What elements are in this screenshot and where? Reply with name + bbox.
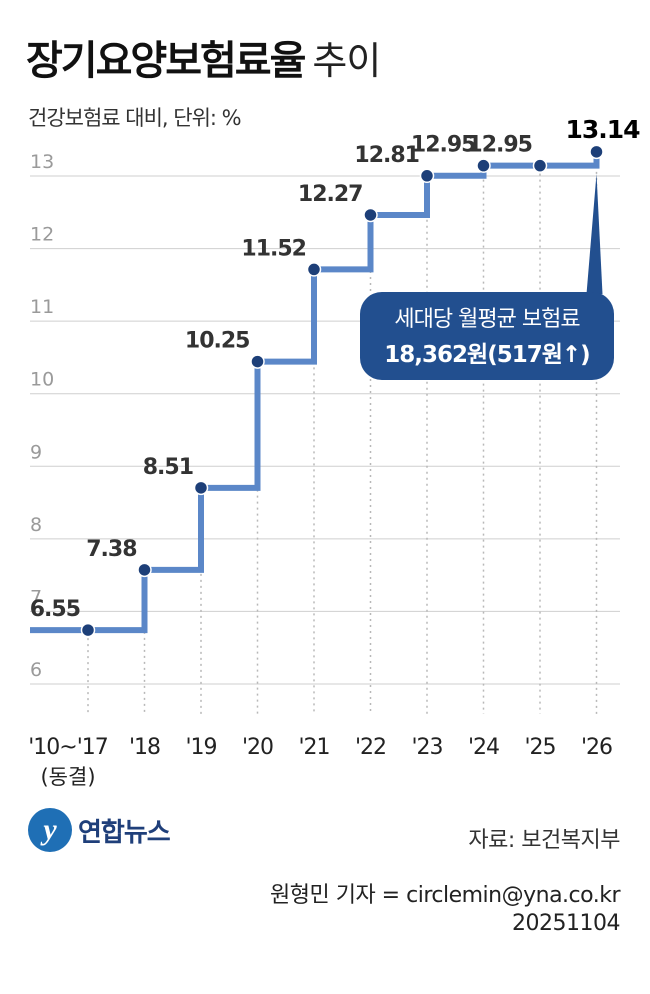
data-point bbox=[589, 144, 604, 160]
x-tick-label: '21 bbox=[298, 735, 329, 760]
data-label: 12.95 bbox=[467, 133, 532, 158]
data-label: 12.95 bbox=[411, 133, 476, 158]
x-tick-label: '18 bbox=[129, 735, 160, 760]
yonhap-logo-text: 연합뉴스 bbox=[78, 817, 171, 848]
data-label: 11.52 bbox=[241, 236, 306, 261]
data-point bbox=[193, 480, 209, 496]
y-tick-label: 8 bbox=[30, 514, 42, 536]
callout-line2: 18,362원(517원↑) bbox=[384, 342, 589, 368]
data-point bbox=[476, 158, 491, 173]
data-label: 12.27 bbox=[298, 182, 363, 207]
y-tick-label: 13 bbox=[30, 151, 54, 173]
title-suffix: 추이 bbox=[312, 39, 381, 83]
y-tick-label: 6 bbox=[30, 659, 42, 681]
data-point bbox=[80, 622, 96, 638]
source-text: 자료: 보건복지부 bbox=[468, 828, 620, 853]
chart-subtitle: 건강보험료 대비, 단위: % bbox=[28, 106, 242, 130]
x-tick-label: '26 bbox=[581, 735, 612, 760]
chart-title: 장기요양보험료율 추이 bbox=[26, 28, 381, 86]
data-point bbox=[306, 262, 322, 277]
x-tick-label: '22 bbox=[355, 735, 386, 760]
x-tick-label: '20 bbox=[242, 735, 273, 760]
callout-line1: 세대당 월평균 보험료 bbox=[394, 307, 580, 332]
series-line bbox=[30, 151, 600, 634]
reporter-credit: 원형민 기자 = circlemin@yna.co.kr bbox=[270, 883, 621, 908]
data-point bbox=[137, 562, 152, 578]
x-tick-label: '24 bbox=[468, 735, 499, 760]
data-label: 7.38 bbox=[86, 537, 136, 562]
data-label: 6.55 bbox=[30, 597, 80, 622]
title-main: 장기요양보험료율 bbox=[26, 38, 306, 84]
data-label: 13.14 bbox=[565, 115, 640, 144]
yonhap-logo: y 연합뉴스 bbox=[28, 808, 171, 852]
data-point bbox=[419, 168, 435, 184]
y-tick-label: 7 bbox=[30, 586, 42, 608]
data-label: 8.51 bbox=[143, 455, 193, 480]
x-tick-sublabel: (동결) bbox=[40, 765, 95, 789]
data-point bbox=[250, 354, 265, 369]
y-tick-label: 11 bbox=[30, 296, 54, 318]
x-tick-label: '23 bbox=[411, 735, 442, 760]
data-point bbox=[532, 158, 548, 173]
x-tick-label: '19 bbox=[185, 735, 216, 760]
x-tick-label: '25 bbox=[524, 735, 555, 760]
y-tick-label: 10 bbox=[30, 369, 54, 391]
y-tick-label: 12 bbox=[30, 224, 54, 246]
y-tick-label: 9 bbox=[30, 441, 42, 463]
data-label: 10.25 bbox=[185, 329, 250, 354]
data-point bbox=[363, 207, 378, 223]
date-stamp: 20251104 bbox=[512, 911, 620, 936]
data-label: 12.81 bbox=[354, 143, 419, 168]
x-tick-label: '10~'17 bbox=[28, 735, 108, 760]
yonhap-logo-icon: y bbox=[28, 808, 72, 852]
callout-box bbox=[360, 292, 614, 380]
credit-block: 원형민 기자 = circlemin@yna.co.kr 20251104 bbox=[270, 882, 621, 938]
callout-pointer bbox=[586, 173, 603, 294]
